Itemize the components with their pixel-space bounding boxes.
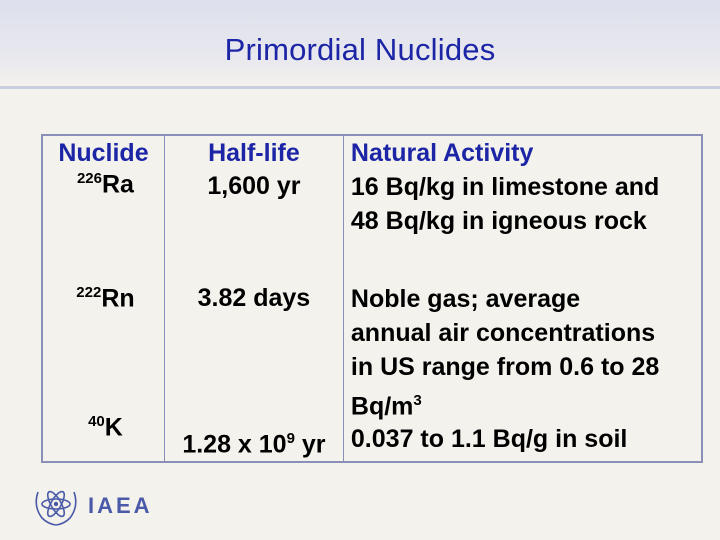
half-life-value: 1,600 yr (207, 172, 301, 200)
header-divider (0, 86, 720, 89)
element-symbol: K (104, 413, 123, 442)
activity-line: 0.037 to 1.1 Bq/g in soil (350, 425, 628, 454)
nuclide-cell: 40K (42, 413, 165, 462)
iaea-atom-wreath-icon (35, 490, 77, 526)
unit-exponent: 3 (413, 392, 422, 409)
activity-line: Bq/m3 (344, 384, 701, 423)
half-life-value: 3.82 days (197, 284, 311, 312)
activity-line: 48 Bq/kg in igneous rock (350, 207, 647, 235)
header-half-life: Half-life (164, 135, 344, 170)
half-life-value: 1.28 x 109 yr (165, 423, 343, 460)
table-row: 222Rn 3.82 days Noble gas; average annua… (42, 282, 702, 424)
table-header-row: Nuclide Half-life Natural Activity (42, 135, 702, 170)
header-nuclide: Nuclide (42, 135, 165, 170)
slide-title: Primordial Nuclides (224, 32, 496, 67)
mass-number: 222 (76, 284, 102, 301)
nuclide-cell: 226Ra (42, 170, 165, 282)
half-life-cell: 1.28 x 109 yr (164, 423, 344, 462)
activity-cell: 0.037 to 1.1 Bq/g in soil (343, 423, 702, 461)
nuclide-cell: 222Rn (42, 282, 165, 424)
nuclide-k-40: 40K (43, 413, 164, 442)
mass-number: 40 (88, 413, 105, 431)
activity-line: annual air concentrations (350, 319, 656, 347)
unit-text: Bq/m (350, 392, 414, 421)
half-life-base: 1.28 x 10 (182, 430, 287, 459)
iaea-logo-text: IAEA (88, 493, 153, 518)
activity-cell: 16 Bq/kg in limestone and 48 Bq/kg in ig… (343, 170, 702, 282)
half-life-cell: 1,600 yr (164, 170, 344, 282)
header-natural-activity: Natural Activity (350, 139, 534, 167)
activity-cell: Noble gas; average annual air concentrat… (343, 282, 702, 423)
half-life-exponent: 9 (286, 430, 295, 448)
activity-line: 16 Bq/kg in limestone and (350, 173, 660, 201)
table-row: 226Ra 1,600 yr 16 Bq/kg in limestone and… (42, 170, 702, 282)
header-band (0, 0, 720, 88)
nuclides-table: Nuclide Half-life Natural Activity 226Ra… (41, 134, 703, 463)
nuclide-ra-226: 226Ra (43, 170, 164, 199)
element-symbol: Ra (101, 170, 134, 199)
mass-number: 226 (76, 170, 102, 187)
activity-line: Noble gas; average (350, 285, 581, 313)
element-symbol: Rn (101, 284, 135, 313)
nuclide-rn-222: 222Rn (43, 284, 164, 313)
half-life-cell: 3.82 days (164, 282, 344, 424)
half-life-unit: yr (294, 430, 326, 459)
activity-line: in US range from 0.6 to 28 (350, 353, 660, 381)
table-row: 40K 1.28 x 109 yr 0.037 to 1.1 Bq/g in s… (42, 413, 702, 462)
